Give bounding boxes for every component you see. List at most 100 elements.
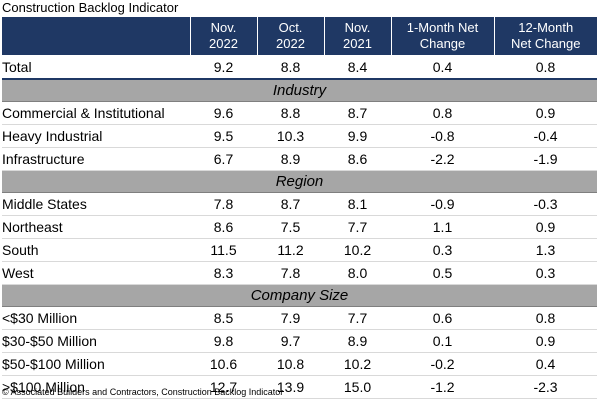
header-nov-2022: Nov. 2022	[189, 17, 257, 55]
cell-value: 12.7	[190, 375, 257, 399]
section-title: Company Size	[2, 284, 597, 307]
cell-value: -2.3	[494, 375, 597, 399]
row-label: Northeast	[2, 215, 190, 239]
cell-value: -1.9	[494, 147, 597, 171]
cell-value: 0.9	[494, 101, 597, 125]
row-label: <$30 Million	[2, 306, 190, 330]
cell-value: 8.7	[257, 192, 324, 216]
table-row: <$30 Million 8.5 7.9 7.7 0.6 0.8	[2, 306, 597, 330]
header-line: 12-Month	[518, 20, 574, 35]
table-row: $30-$50 Million 9.8 9.7 8.9 0.1 0.9	[2, 329, 597, 353]
cell-value: 9.7	[257, 329, 324, 353]
row-label: >$100 Million	[2, 375, 190, 399]
section-header-region: Region	[2, 170, 597, 193]
cell-value: 8.8	[257, 55, 324, 80]
cell-value: 7.8	[190, 192, 257, 216]
table-row: South 11.5 11.2 10.2 0.3 1.3	[2, 238, 597, 262]
copyright-footer: © Associated Builders and Contractors, C…	[2, 387, 284, 397]
section-header-company-size: Company Size	[2, 284, 597, 307]
cell-value: 8.4	[324, 55, 391, 80]
cell-value: 9.8	[190, 329, 257, 353]
row-label: West	[2, 261, 190, 285]
cell-value: 9.9	[324, 124, 391, 148]
header-row: Nov. 2022 Oct. 2022 Nov. 2021 1-Month Ne…	[2, 17, 597, 55]
cell-value: -0.9	[391, 192, 494, 216]
cell-value: 8.8	[257, 101, 324, 125]
table-row: Commercial & Institutional 9.6 8.8 8.7 0…	[2, 101, 597, 125]
cell-value: 0.3	[391, 238, 494, 262]
cell-value: 8.7	[324, 101, 391, 125]
header-12-month-net-change: 12-Month Net Change	[493, 17, 597, 55]
header-line: 2021	[343, 36, 372, 51]
header-nov-2021: Nov. 2021	[323, 17, 391, 55]
table-row: >$100 Million 12.7 13.9 15.0 -1.2 -2.3	[2, 375, 597, 399]
cell-value: 7.5	[257, 215, 324, 239]
table-row: Middle States 7.8 8.7 8.1 -0.9 -0.3	[2, 192, 597, 216]
row-label: South	[2, 238, 190, 262]
section-title: Industry	[2, 78, 597, 102]
cell-value: 9.5	[190, 124, 257, 148]
table-row: Infrastructure 6.7 8.9 8.6 -2.2 -1.9	[2, 147, 597, 171]
cell-value: 10.8	[257, 352, 324, 376]
row-label: Total	[2, 55, 190, 80]
cell-value: -0.4	[494, 124, 597, 148]
cell-value: -0.8	[391, 124, 494, 148]
header-line: Oct.	[278, 20, 303, 35]
table-row: West 8.3 7.8 8.0 0.5 0.3	[2, 261, 597, 285]
cell-value: 8.9	[324, 329, 391, 353]
cell-value: 0.9	[494, 329, 597, 353]
header-1-month-net-change: 1-Month Net Change	[390, 17, 494, 55]
cell-value: 8.6	[190, 215, 257, 239]
cell-value: 7.7	[324, 215, 391, 239]
table-title: Construction Backlog Indicator	[2, 0, 179, 15]
cell-value: 0.6	[391, 306, 494, 330]
row-label: Commercial & Institutional	[2, 101, 190, 125]
header-oct-2022: Oct. 2022	[256, 17, 324, 55]
cell-value: 10.2	[324, 352, 391, 376]
cell-value: 7.8	[257, 261, 324, 285]
table-row: Heavy Industrial 9.5 10.3 9.9 -0.8 -0.4	[2, 124, 597, 148]
total-row: Total 9.2 8.8 8.4 0.4 0.8	[2, 55, 597, 80]
cell-value: 11.2	[257, 238, 324, 262]
cell-value: 1.1	[391, 215, 494, 239]
cell-value: 0.8	[494, 306, 597, 330]
section-title: Region	[2, 170, 597, 193]
header-line: Nov.	[210, 20, 237, 35]
cell-value: 7.9	[257, 306, 324, 330]
cell-value: 0.8	[494, 55, 597, 80]
cell-value: 13.9	[257, 375, 324, 399]
cell-value: 0.9	[494, 215, 597, 239]
row-label: Heavy Industrial	[2, 124, 190, 148]
cell-value: 9.6	[190, 101, 257, 125]
cell-value: -1.2	[391, 375, 494, 399]
row-label: Middle States	[2, 192, 190, 216]
cell-value: 8.6	[324, 147, 391, 171]
cell-value: 8.9	[257, 147, 324, 171]
header-line: 2022	[276, 36, 305, 51]
cell-value: 8.1	[324, 192, 391, 216]
cell-value: 0.4	[494, 352, 597, 376]
table-row: Northeast 8.6 7.5 7.7 1.1 0.9	[2, 215, 597, 239]
row-label: $30-$50 Million	[2, 329, 190, 353]
cell-value: 15.0	[324, 375, 391, 399]
cell-value: 11.5	[190, 238, 257, 262]
cell-value: -0.3	[494, 192, 597, 216]
cell-value: 0.5	[391, 261, 494, 285]
cell-value: 8.0	[324, 261, 391, 285]
row-label: Infrastructure	[2, 147, 190, 171]
cell-value: 10.3	[257, 124, 324, 148]
cell-value: 0.1	[391, 329, 494, 353]
cell-value: 10.2	[324, 238, 391, 262]
cell-value: 10.6	[190, 352, 257, 376]
cell-value: 8.3	[190, 261, 257, 285]
header-line: Nov.	[344, 20, 371, 35]
row-label: $50-$100 Million	[2, 352, 190, 376]
cell-value: 0.3	[494, 261, 597, 285]
cell-value: -2.2	[391, 147, 494, 171]
cell-value: 0.4	[391, 55, 494, 80]
cell-value: 0.8	[391, 101, 494, 125]
table-row: $50-$100 Million 10.6 10.8 10.2 -0.2 0.4	[2, 352, 597, 376]
cell-value: 1.3	[494, 238, 597, 262]
header-line: 2022	[209, 36, 238, 51]
cell-value: 7.7	[324, 306, 391, 330]
